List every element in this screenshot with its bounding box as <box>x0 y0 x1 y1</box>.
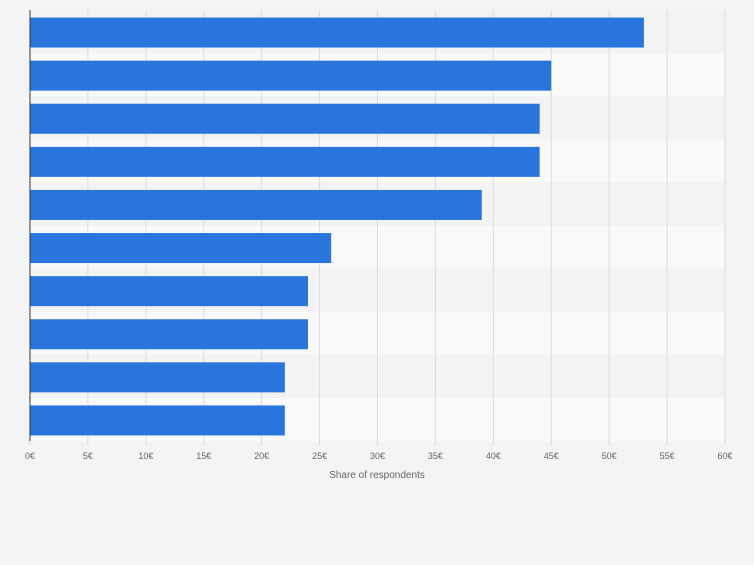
bar <box>30 233 332 264</box>
x-tick-label: 5€ <box>83 451 93 461</box>
x-tick-label: 45€ <box>544 451 559 461</box>
x-tick-label: 0€ <box>25 451 35 461</box>
bar <box>30 103 540 134</box>
x-tick-label: 40€ <box>486 451 501 461</box>
bar <box>30 319 308 350</box>
bar <box>30 405 285 436</box>
bar <box>30 146 540 177</box>
x-axis-title: Share of respondents <box>329 470 425 481</box>
x-tick-label: 35€ <box>428 451 443 461</box>
bar-series <box>30 17 644 436</box>
x-tick-label: 60€ <box>717 451 732 461</box>
bar <box>30 17 644 48</box>
x-tick-label: 50€ <box>602 451 617 461</box>
x-tick-label: 30€ <box>370 451 385 461</box>
x-tick-label: 25€ <box>312 451 327 461</box>
bar <box>30 276 308 307</box>
x-tick-labels: 0€ 5€ 10€ 15€ 20€ 25€ 30€ 35€ 40€ 45€ 50€ 55€ 60€ <box>25 441 733 461</box>
bar <box>30 189 482 220</box>
x-tick-label: 20€ <box>254 451 269 461</box>
bar <box>30 362 285 393</box>
bar <box>30 60 552 91</box>
x-tick-label: 15€ <box>196 451 211 461</box>
x-tick-label: 55€ <box>660 451 675 461</box>
x-tick-label: 10€ <box>138 451 153 461</box>
